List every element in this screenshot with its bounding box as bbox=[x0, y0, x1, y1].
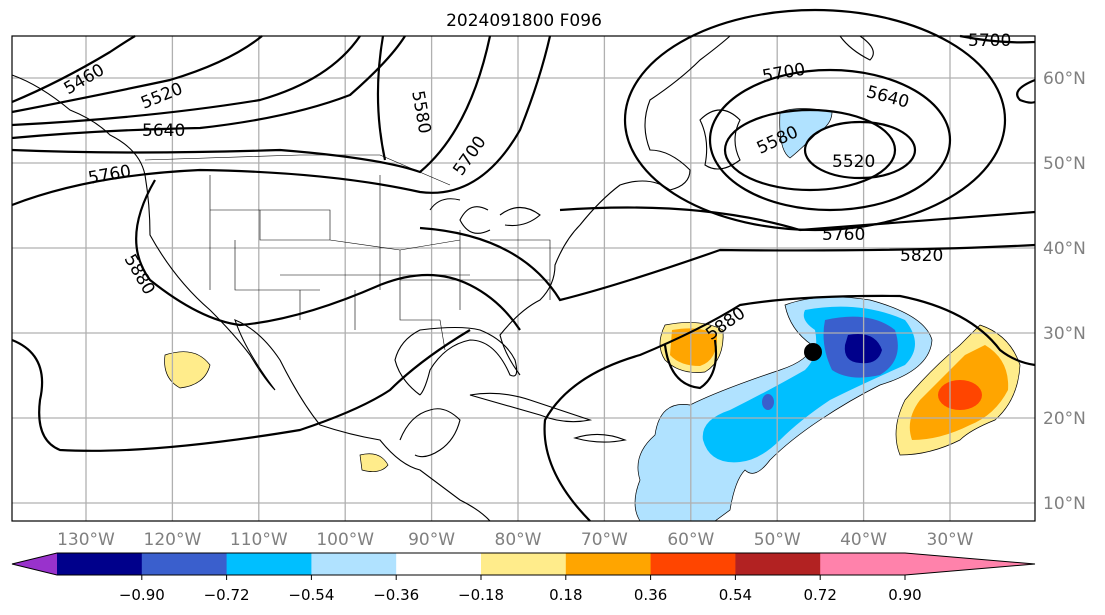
colorbar-bin bbox=[650, 553, 736, 575]
longitude-label: 110°W bbox=[230, 530, 288, 550]
contour-label: 5700 bbox=[968, 31, 1011, 51]
storm-center-marker bbox=[804, 343, 822, 361]
contour-label: 5820 bbox=[900, 246, 943, 266]
positive-anomaly-region-3 bbox=[164, 351, 211, 389]
latitude-label: 30°N bbox=[1043, 324, 1086, 344]
colorbar-tick-label: 0.72 bbox=[803, 586, 836, 604]
anomaly-minus-054-small bbox=[762, 394, 774, 410]
colorbar-tick-label: −0.54 bbox=[288, 586, 334, 604]
map-area: 5460 5520 5580 5640 5700 5760 5880 5700 … bbox=[11, 8, 1036, 522]
longitude-label: 40°W bbox=[840, 530, 887, 550]
longitude-label: 70°W bbox=[581, 530, 628, 550]
colorbar-tick-label: −0.18 bbox=[458, 586, 504, 604]
anomaly-shading bbox=[164, 108, 1021, 522]
colorbar-outline bbox=[11, 552, 1036, 576]
latitude-labels: 60°N 50°N 40°N 30°N 20°N 10°N bbox=[1043, 69, 1086, 514]
longitude-label: 30°W bbox=[927, 530, 974, 550]
latitude-label: 60°N bbox=[1043, 69, 1086, 89]
longitude-labels: 130°W 120°W 110°W 100°W 90°W 80°W 70°W 60°W 50°W… bbox=[57, 530, 974, 550]
longitude-label: 50°W bbox=[754, 530, 801, 550]
colorbar-bin bbox=[735, 553, 821, 575]
figure-title: 2024091800 F096 bbox=[446, 11, 602, 31]
coastlines bbox=[11, 35, 874, 522]
colorbar-bin bbox=[141, 553, 228, 575]
colorbar-tick-label: 0.90 bbox=[888, 586, 921, 604]
colorbar-bin bbox=[481, 553, 567, 575]
longitude-label: 60°W bbox=[667, 530, 714, 550]
latitude-label: 20°N bbox=[1043, 409, 1086, 429]
contour-label: 5760 bbox=[822, 225, 865, 245]
colorbar-bin bbox=[565, 553, 652, 575]
anomaly-plus-036-2 bbox=[670, 328, 718, 366]
gridlines bbox=[12, 36, 1035, 521]
colorbar-bin bbox=[311, 553, 397, 575]
longitude-label: 80°W bbox=[495, 530, 542, 550]
longitude-label: 120°W bbox=[144, 530, 202, 550]
longitude-label: 90°W bbox=[408, 530, 455, 550]
longitude-label: 100°W bbox=[316, 530, 374, 550]
map-frame bbox=[11, 35, 1036, 522]
latitude-label: 40°N bbox=[1043, 239, 1086, 259]
anomaly-plus-054 bbox=[938, 380, 982, 410]
positive-anomaly-region-4 bbox=[359, 453, 389, 472]
latitude-label: 50°N bbox=[1043, 154, 1086, 174]
colorbar-tick-label: −0.90 bbox=[119, 586, 165, 604]
longitude-label: 130°W bbox=[57, 530, 115, 550]
latitude-label: 10°N bbox=[1043, 494, 1086, 514]
colorbar-extend-low bbox=[12, 553, 57, 575]
colorbar-tick-label: −0.72 bbox=[204, 586, 250, 604]
colorbar-tick-label: −0.36 bbox=[373, 586, 419, 604]
colorbar-tick-label: 0.36 bbox=[634, 586, 667, 604]
contour-label: 5640 bbox=[142, 121, 185, 141]
colorbar-tick-label: 0.18 bbox=[549, 586, 582, 604]
height-contours bbox=[11, 8, 1036, 522]
colorbar-extend-high bbox=[905, 553, 1035, 575]
colorbar: −0.90 −0.72 −0.54 −0.36 −0.18 0.18 0.36 0.54 0.7… bbox=[11, 552, 1036, 604]
contour-label: 5520 bbox=[832, 152, 875, 172]
colorbar-bin bbox=[57, 553, 143, 575]
colorbar-bin bbox=[396, 553, 482, 575]
colorbar-tick-label: 0.54 bbox=[719, 586, 752, 604]
colorbar-bin bbox=[820, 553, 905, 575]
colorbar-bin bbox=[226, 553, 312, 575]
